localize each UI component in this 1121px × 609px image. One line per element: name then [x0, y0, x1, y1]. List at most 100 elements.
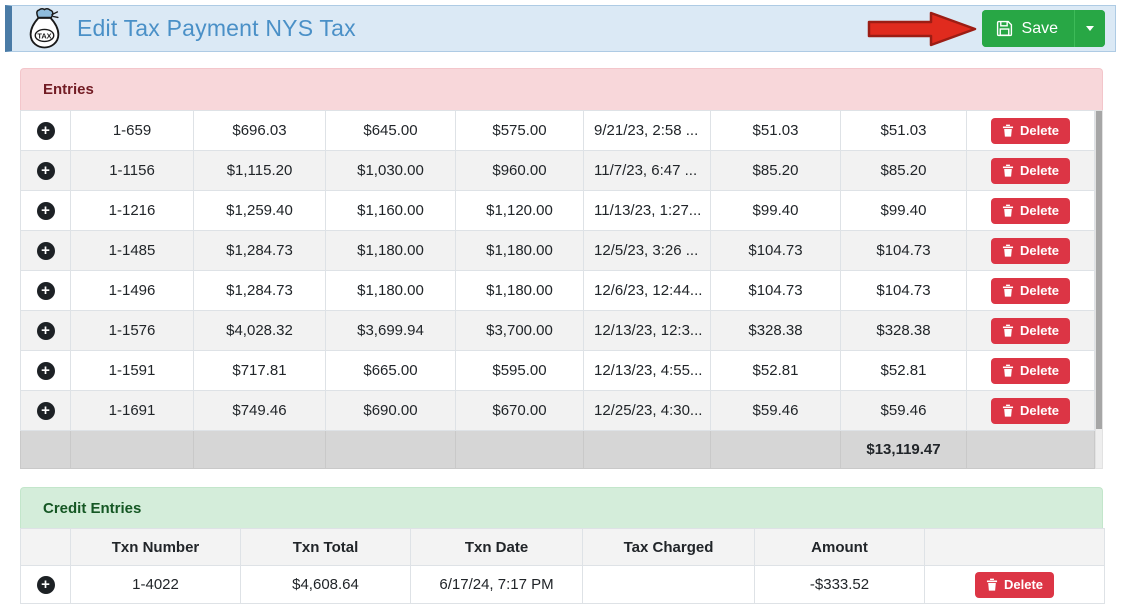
entries-cell: $690.00	[325, 390, 456, 431]
trash-icon	[1002, 404, 1014, 417]
entries-cell: $52.81	[710, 350, 841, 391]
entries-cell: $4,028.32	[193, 310, 326, 351]
entries-cell: $1,180.00	[455, 270, 584, 311]
expand-row-icon[interactable]: +	[36, 575, 55, 594]
delete-button-label: Delete	[1019, 162, 1060, 178]
delete-button[interactable]: Delete	[990, 277, 1071, 304]
entries-cell: $51.03	[710, 110, 841, 151]
expand-row-icon[interactable]: +	[36, 201, 55, 220]
credit-header-cell: Txn Date	[410, 528, 583, 566]
expand-row-icon[interactable]: +	[36, 361, 55, 380]
entries-cell: 12/5/23, 3:26 ...	[583, 230, 711, 271]
entries-cell: 1-659	[70, 110, 194, 151]
tax-money-bag-icon: TAX	[26, 7, 63, 50]
save-button-label: Save	[1021, 19, 1058, 37]
entries-table-body: +1-659 $696.03 $645.00 $575.00 9/21/23, 2:58…	[20, 110, 1096, 431]
expand-cell: +	[20, 350, 71, 391]
credit-entries-section-title: Credit Entries	[43, 499, 142, 517]
delete-button[interactable]: Delete	[990, 117, 1071, 144]
credit-header-cell	[20, 528, 71, 566]
entries-cell: $1,180.00	[325, 230, 456, 271]
entries-cell: $1,160.00	[325, 190, 456, 231]
entries-table-row: +1-659 $696.03 $645.00 $575.00 9/21/23, 2:58…	[20, 110, 1096, 151]
credit-table-row: +1-4022 $4,608.64 6/17/24, 7:17 PM -$333.52…	[20, 565, 1105, 604]
delete-cell: Delete	[965, 350, 1096, 391]
entries-cell: $717.81	[193, 350, 326, 391]
delete-cell: Delete	[965, 390, 1096, 431]
entries-cell: 1-1576	[70, 310, 194, 351]
expand-row-icon[interactable]: +	[36, 281, 55, 300]
red-arrow-icon	[867, 11, 976, 46]
entries-table: +1-659 $696.03 $645.00 $575.00 9/21/23, 2:58…	[20, 110, 1096, 469]
entries-scrollbar-thumb[interactable]	[1096, 111, 1102, 429]
entries-cell: $1,030.00	[325, 150, 456, 191]
page-title: Edit Tax Payment NYS Tax	[77, 15, 356, 41]
credit-entries-table: Txn Number Txn Total Txn Date Tax Charged Am…	[20, 528, 1105, 604]
delete-cell: Delete	[965, 270, 1096, 311]
delete-button-label: Delete	[1019, 282, 1060, 298]
delete-cell: Delete	[965, 190, 1096, 231]
delete-cell: Delete	[924, 565, 1105, 604]
expand-row-icon[interactable]: +	[36, 241, 55, 260]
credit-cell: 1-4022	[70, 565, 241, 604]
entries-cell: $1,180.00	[455, 230, 584, 271]
save-button[interactable]: Save	[981, 10, 1074, 47]
entries-cell: $85.20	[710, 150, 841, 191]
delete-button[interactable]: Delete	[990, 157, 1071, 184]
delete-button[interactable]: Delete	[990, 357, 1071, 384]
entries-cell: $1,120.00	[455, 190, 584, 231]
save-split-button: Save	[981, 10, 1105, 47]
entries-table-row: +1-1496 $1,284.73 $1,180.00 $1,180.00 12/6/2…	[20, 270, 1096, 311]
expand-row-icon[interactable]: +	[36, 121, 55, 140]
entries-cell: $1,259.40	[193, 190, 326, 231]
delete-cell: Delete	[965, 310, 1096, 351]
entries-cell: $104.73	[710, 230, 841, 271]
entries-cell: 1-1691	[70, 390, 194, 431]
delete-button-label: Delete	[1019, 122, 1060, 138]
credit-entries-section: Credit Entries Txn Number Txn Total Txn Da…	[20, 487, 1105, 604]
delete-button[interactable]: Delete	[990, 237, 1071, 264]
save-dropdown-toggle[interactable]	[1074, 10, 1105, 47]
entries-cell: $59.46	[840, 390, 967, 431]
entries-cell: $1,284.73	[193, 270, 326, 311]
entries-cell: $665.00	[325, 350, 456, 391]
entries-cell: $696.03	[193, 110, 326, 151]
expand-cell: +	[20, 310, 71, 351]
entries-total-amount: $13,119.47	[840, 430, 967, 469]
expand-row-icon[interactable]: +	[36, 401, 55, 420]
entries-cell: $3,700.00	[455, 310, 584, 351]
entries-cell: 1-1216	[70, 190, 194, 231]
delete-button[interactable]: Delete	[990, 397, 1071, 424]
entries-cell: $104.73	[710, 270, 841, 311]
expand-row-icon[interactable]: +	[36, 321, 55, 340]
expand-cell: +	[20, 110, 71, 151]
entries-cell: $328.38	[840, 310, 967, 351]
entries-cell: 11/13/23, 1:27...	[583, 190, 711, 231]
delete-button[interactable]: Delete	[990, 317, 1071, 344]
delete-button-label: Delete	[1019, 242, 1060, 258]
entries-cell: $595.00	[455, 350, 584, 391]
entries-scrollbar[interactable]	[1095, 110, 1103, 469]
expand-cell: +	[20, 565, 71, 604]
credit-header-cell: Amount	[754, 528, 925, 566]
entries-cell: $645.00	[325, 110, 456, 151]
expand-cell: +	[20, 150, 71, 191]
credit-cell: $4,608.64	[240, 565, 411, 604]
trash-icon	[986, 578, 998, 591]
entries-cell: 12/6/23, 12:44...	[583, 270, 711, 311]
entries-table-container: +1-659 $696.03 $645.00 $575.00 9/21/23, 2:58…	[20, 110, 1103, 469]
entries-cell: $85.20	[840, 150, 967, 191]
delete-button[interactable]: Delete	[974, 571, 1055, 598]
expand-row-icon[interactable]: +	[36, 161, 55, 180]
entries-cell: $749.46	[193, 390, 326, 431]
delete-cell: Delete	[965, 150, 1096, 191]
credit-entries-table-body: +1-4022 $4,608.64 6/17/24, 7:17 PM -$333.52…	[20, 565, 1105, 604]
trash-icon	[1002, 164, 1014, 177]
entries-table-row: +1-1576 $4,028.32 $3,699.94 $3,700.00 12/13/…	[20, 310, 1096, 351]
entries-section-title: Entries	[43, 81, 94, 98]
delete-button-label: Delete	[1019, 362, 1060, 378]
delete-button[interactable]: Delete	[990, 197, 1071, 224]
credit-cell: 6/17/24, 7:17 PM	[410, 565, 583, 604]
entries-cell: 12/13/23, 12:3...	[583, 310, 711, 351]
entries-table-row: +1-1691 $749.46 $690.00 $670.00 12/25/23, 4:…	[20, 390, 1096, 431]
